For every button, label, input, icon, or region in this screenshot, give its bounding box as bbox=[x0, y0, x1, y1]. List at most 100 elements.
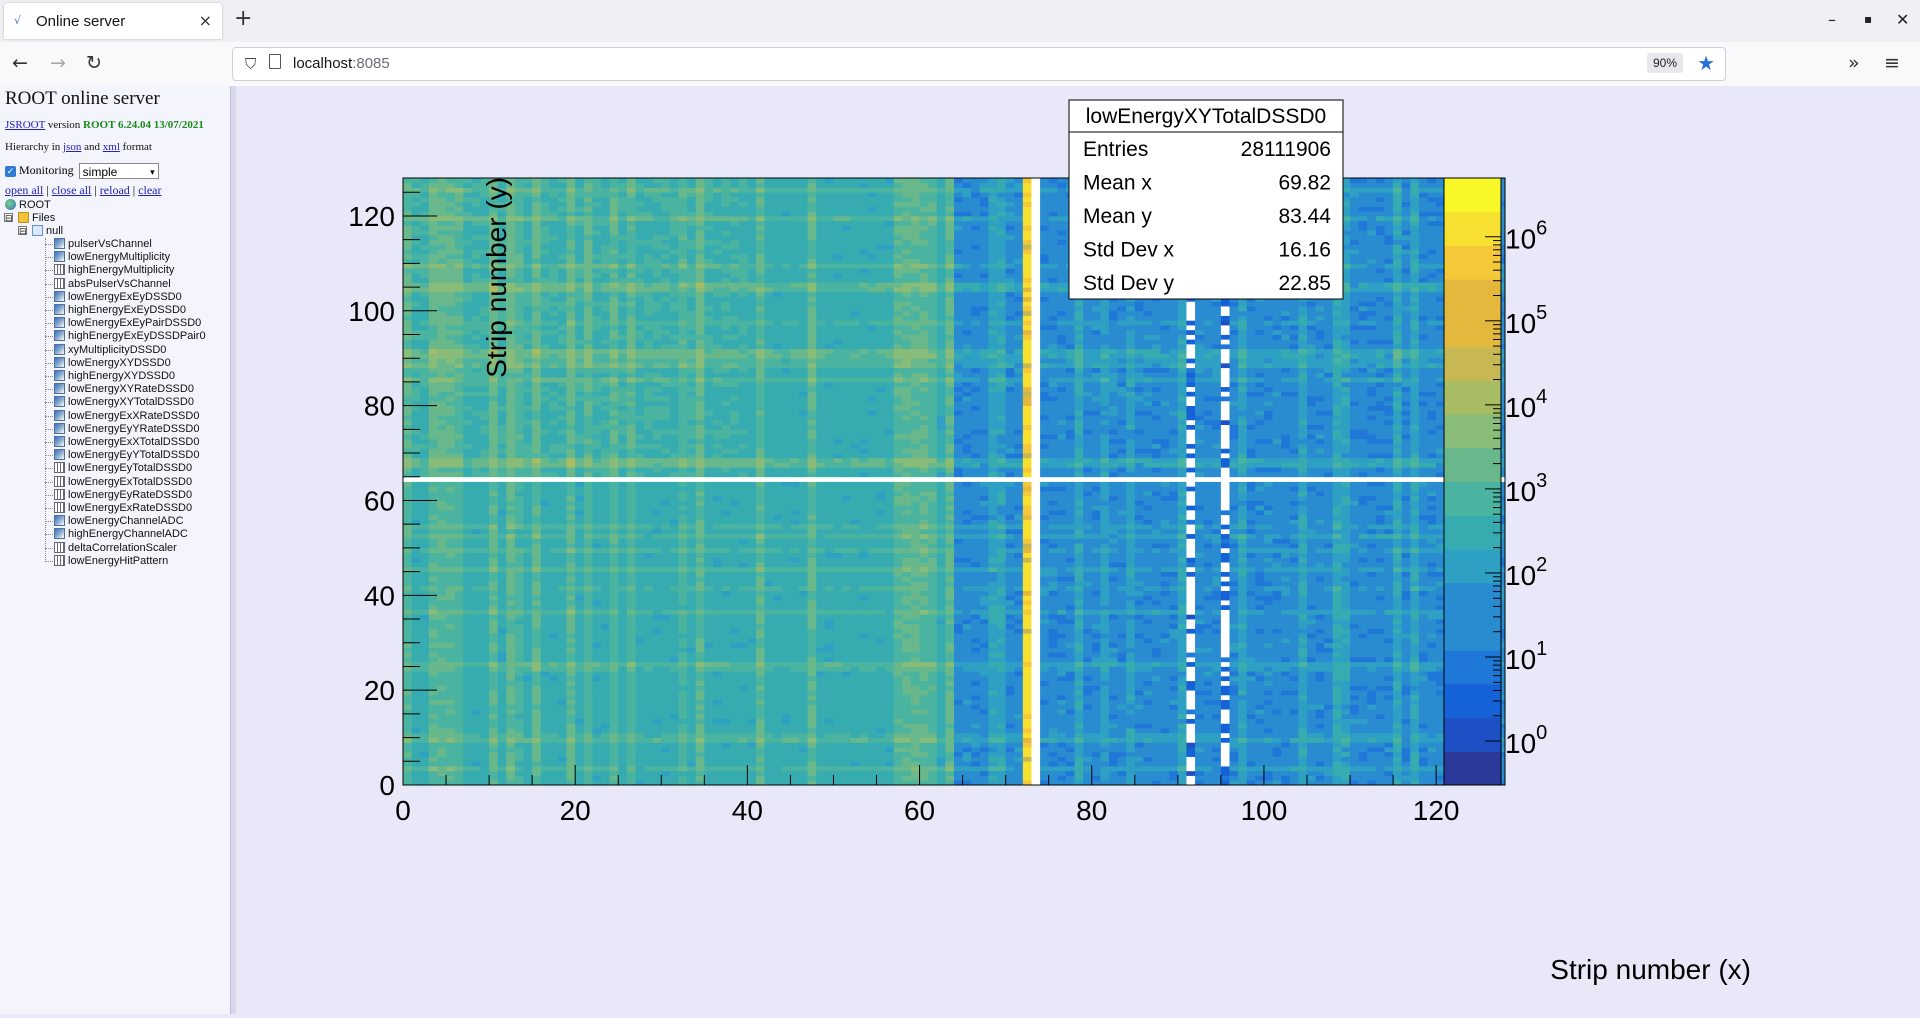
heatmap-cell bbox=[661, 320, 670, 325]
heatmap-cell bbox=[653, 287, 662, 292]
minimize-icon[interactable]: – bbox=[1828, 10, 1836, 29]
open-all-link[interactable]: open all bbox=[5, 183, 43, 197]
forward-icon[interactable]: → bbox=[50, 52, 66, 74]
heatmap-cell bbox=[584, 529, 593, 534]
heatmap-cell bbox=[549, 249, 558, 254]
url-bar[interactable]: ⛉ localhost:8085 90% ★ bbox=[232, 47, 1726, 81]
heatmap-cell bbox=[704, 747, 713, 752]
tab-close-icon[interactable]: × bbox=[199, 11, 212, 30]
expand-toggle-icon[interactable]: ⊟ bbox=[18, 226, 27, 235]
heatmap-cell bbox=[549, 396, 558, 401]
heatmap-cell bbox=[420, 467, 429, 472]
heatmap-cell bbox=[455, 268, 464, 273]
heatmap-cell bbox=[722, 671, 731, 676]
heatmap-cell bbox=[722, 529, 731, 534]
heatmap-cell bbox=[713, 363, 722, 368]
heatmap-cell bbox=[506, 486, 515, 491]
heatmap-cell bbox=[713, 202, 722, 207]
heatmap-cell bbox=[567, 662, 576, 667]
reload-link[interactable]: reload bbox=[100, 183, 130, 197]
heatmap-cell bbox=[515, 543, 524, 548]
heatmap-cell bbox=[635, 467, 644, 472]
jsroot-link[interactable]: JSROOT bbox=[5, 119, 45, 131]
heatmap-cell bbox=[403, 610, 412, 615]
xml-link[interactable]: xml bbox=[103, 141, 120, 153]
heatmap-cell bbox=[541, 363, 550, 368]
heatmap-cell bbox=[584, 230, 593, 235]
json-link[interactable]: json bbox=[63, 141, 81, 153]
monitoring-select[interactable]: simple▾ bbox=[79, 163, 159, 179]
tree-item-label: lowEnergyExXTotalDSSD0 bbox=[68, 435, 199, 449]
heatmap-cell bbox=[463, 600, 472, 605]
heatmap-cell bbox=[463, 766, 472, 771]
heatmap-cell bbox=[644, 538, 653, 543]
heatmap-cell bbox=[592, 595, 601, 600]
url-text[interactable]: localhost:8085 bbox=[293, 55, 390, 72]
monitoring-row: ✓ Monitoring simple▾ bbox=[5, 163, 159, 179]
heatmap-cell bbox=[653, 401, 662, 406]
expand-toggle-icon[interactable]: ⊟ bbox=[4, 213, 13, 222]
heatmap-cell bbox=[437, 581, 446, 586]
heatmap-cell bbox=[653, 747, 662, 752]
heatmap-cell bbox=[722, 368, 731, 373]
heatmap-cell bbox=[420, 311, 429, 316]
menu-icon[interactable]: ≡ bbox=[1884, 52, 1900, 74]
heatmap-cell bbox=[558, 415, 567, 420]
heatmap-cell bbox=[592, 719, 601, 724]
heatmap-cell bbox=[696, 761, 705, 766]
window-close-icon[interactable]: ✕ bbox=[1896, 10, 1909, 29]
heatmap-cell bbox=[584, 372, 593, 377]
heatmap-cell bbox=[420, 420, 429, 425]
new-tab-icon[interactable]: + bbox=[234, 8, 252, 30]
heatmap-cell bbox=[437, 567, 446, 572]
heatmap-cell bbox=[455, 600, 464, 605]
heatmap-cell bbox=[618, 197, 627, 202]
heatmap-cell bbox=[687, 301, 696, 306]
overflow-chevron-icon[interactable]: » bbox=[1848, 52, 1860, 74]
shield-icon[interactable]: ⛉ bbox=[245, 55, 256, 73]
heatmap-cell bbox=[480, 757, 489, 762]
heatmap-cell bbox=[567, 562, 576, 567]
heatmap-cell bbox=[696, 643, 705, 648]
heatmap-cell bbox=[601, 610, 610, 615]
heatmap-cell bbox=[567, 206, 576, 211]
heatmap-cell bbox=[696, 259, 705, 264]
close-all-link[interactable]: close all bbox=[52, 183, 92, 197]
heatmap-cell bbox=[713, 666, 722, 671]
heatmap-cell bbox=[567, 268, 576, 273]
heatmap-cell bbox=[610, 567, 619, 572]
heatmap-cell bbox=[420, 206, 429, 211]
reload-icon[interactable]: ↻ bbox=[86, 52, 102, 74]
heatmap-cell bbox=[584, 771, 593, 776]
monitoring-checkbox[interactable]: ✓ bbox=[5, 166, 16, 177]
heatmap-cell bbox=[618, 259, 627, 264]
maximize-icon[interactable]: ▪ bbox=[1864, 12, 1872, 26]
heatmap-cell bbox=[515, 666, 524, 671]
heatmap-cell bbox=[618, 757, 627, 762]
heatmap-cell bbox=[541, 709, 550, 714]
browser-tab[interactable]: √ Online server × bbox=[4, 3, 222, 39]
heatmap-cell bbox=[403, 595, 412, 600]
heatmap-cell bbox=[567, 505, 576, 510]
heatmap-cell bbox=[403, 676, 412, 681]
heatmap-cell bbox=[687, 629, 696, 634]
heatmap-cell bbox=[670, 477, 679, 482]
heatmap-cell bbox=[549, 211, 558, 216]
heatmap-cell bbox=[618, 595, 627, 600]
heatmap-cell bbox=[412, 690, 421, 695]
heatmap-cell bbox=[541, 714, 550, 719]
heatmap-cell bbox=[455, 676, 464, 681]
heatmap-cell bbox=[489, 515, 498, 520]
heatmap-cell bbox=[446, 230, 455, 235]
back-icon[interactable]: ← bbox=[12, 52, 28, 74]
heatmap-cell bbox=[437, 638, 446, 643]
heatmap-cell bbox=[592, 704, 601, 709]
zoom-badge[interactable]: 90% bbox=[1647, 53, 1683, 73]
heatmap-cell bbox=[704, 657, 713, 662]
clear-link[interactable]: clear bbox=[138, 183, 161, 197]
bookmark-star-icon[interactable]: ★ bbox=[1697, 51, 1715, 75]
heatmap-cell bbox=[653, 230, 662, 235]
heatmap-cell bbox=[515, 410, 524, 415]
